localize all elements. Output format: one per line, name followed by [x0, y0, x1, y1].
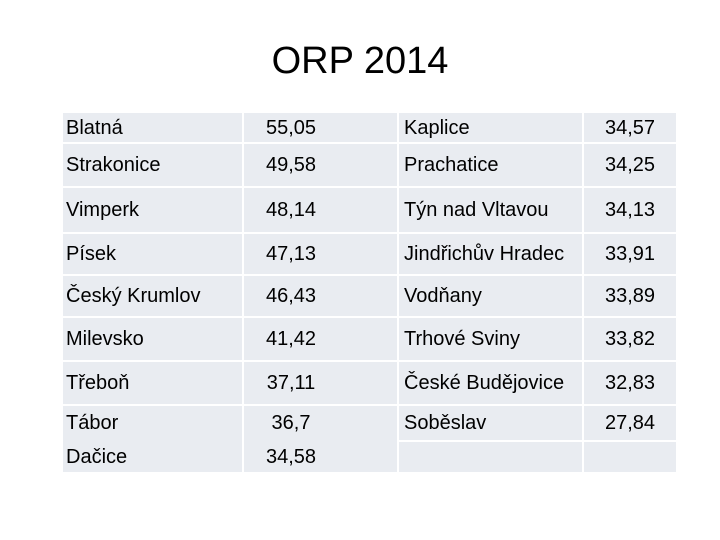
- table-cell: [243, 187, 398, 233]
- table-cell: [583, 405, 677, 441]
- value: 34,25: [604, 154, 656, 176]
- table-cell: [583, 112, 677, 143]
- name: Blatná: [66, 116, 123, 139]
- value: 34,58: [265, 446, 317, 468]
- table-cell: [398, 143, 583, 187]
- table-cell: [398, 112, 583, 143]
- value: 33,89: [604, 285, 656, 307]
- name: Vimperk: [66, 199, 139, 221]
- table-cell: [243, 275, 398, 317]
- name: Soběslav: [404, 412, 487, 434]
- table-cell: [583, 143, 677, 187]
- value: 41,42: [265, 328, 317, 350]
- table-cell: [62, 317, 243, 361]
- name: Týn nad Vltavou: [404, 199, 549, 221]
- table-cell: [583, 361, 677, 405]
- table-cell: [243, 405, 398, 473]
- table-cell: [62, 143, 243, 187]
- value: 33,82: [604, 328, 656, 350]
- title: ORP 2014: [271, 40, 449, 82]
- table-cell: [583, 187, 677, 233]
- name: Český Krumlov: [66, 285, 201, 307]
- table-cell: [62, 112, 243, 143]
- table-cell: [243, 317, 398, 361]
- value: 27,84: [604, 412, 656, 434]
- name: Dačice: [66, 446, 128, 468]
- table-cell: [62, 187, 243, 233]
- name: České Budějovice: [404, 372, 565, 394]
- value: 32,83: [604, 372, 656, 394]
- name: Třeboň: [66, 372, 130, 394]
- value: 55,05: [265, 116, 317, 139]
- table-cell: [62, 233, 243, 275]
- value: 36,7: [271, 412, 311, 434]
- table-cell: [583, 275, 677, 317]
- value: 34,57: [604, 116, 656, 139]
- table-cell: [62, 405, 243, 473]
- table-cell: [243, 112, 398, 143]
- table-cell: [62, 361, 243, 405]
- table-cell: [243, 143, 398, 187]
- value: 49,58: [265, 154, 317, 176]
- table-cell: [583, 233, 677, 275]
- table-cell: [398, 275, 583, 317]
- value: 46,43: [265, 285, 317, 307]
- value: 48,14: [265, 199, 317, 221]
- table-cell: [62, 275, 243, 317]
- name: Prachatice: [404, 154, 499, 176]
- name: Milevsko: [66, 328, 144, 350]
- table-cell: [398, 405, 583, 441]
- value: 34,13: [604, 199, 656, 221]
- value: 47,13: [265, 243, 317, 265]
- name: Vodňany: [404, 285, 482, 307]
- table-cell: [398, 317, 583, 361]
- value: 37,11: [266, 372, 316, 394]
- name: Jindřichův Hradec: [404, 243, 565, 265]
- table-cell: [583, 317, 677, 361]
- table-cell: [398, 187, 583, 233]
- table-cell: [398, 441, 583, 473]
- table-cell: [583, 441, 677, 473]
- name: Kaplice: [404, 116, 470, 139]
- name: Tábor: [66, 412, 119, 434]
- table-cell: [398, 233, 583, 275]
- table-cell: [243, 361, 398, 405]
- name: Strakonice: [66, 154, 161, 176]
- table-cell: [243, 233, 398, 275]
- value: 33,91: [604, 243, 656, 265]
- name: Písek: [66, 243, 117, 265]
- table-cell: [398, 361, 583, 405]
- name: Trhové Sviny: [404, 328, 520, 350]
